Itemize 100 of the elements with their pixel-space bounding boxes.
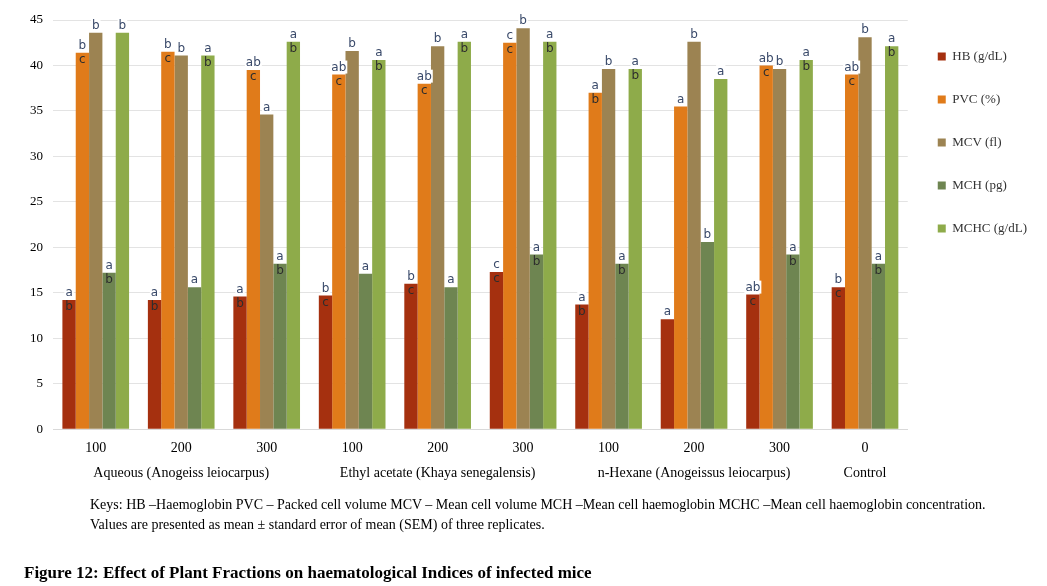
y-tick-label: 25 (30, 193, 43, 209)
data-label: b (433, 31, 442, 46)
data-label: a b (591, 77, 600, 106)
y-tick-label: 45 (30, 11, 43, 27)
data-label: a b (631, 54, 640, 83)
data-label: b c (407, 268, 415, 297)
x-tick-label: 100 (598, 440, 620, 456)
data-label: a b (618, 248, 626, 277)
bar (714, 79, 728, 429)
data-label: a (677, 91, 685, 106)
data-label: a b (276, 248, 284, 277)
text: n-Hexane (Anogeissus leiocarpus) (597, 464, 791, 481)
data-label: a (190, 272, 199, 287)
bar (575, 304, 589, 429)
data-label: a b (874, 248, 883, 277)
data-label: b (703, 227, 712, 241)
bar (444, 287, 458, 429)
legend-label: MCHC (g/dL) (952, 219, 1027, 235)
bar (318, 295, 333, 429)
text: Values are presented as mean ± standard error of mean (SEM) of three replicates. (90, 516, 546, 533)
y-tick-label: 30 (30, 147, 43, 163)
bar (786, 254, 800, 429)
data-label: a b (204, 40, 212, 69)
bar (674, 106, 688, 429)
data-label: b (775, 54, 784, 69)
x-tick-label: 200 (427, 440, 449, 456)
y-tick-label: 40 (30, 56, 43, 72)
data-label: a b (802, 45, 811, 74)
bar (174, 55, 188, 429)
text: Ethyl acetate (Khaya senegalensis) (339, 464, 536, 481)
x-tick-label: 200 (170, 440, 192, 456)
data-label: ab c (745, 279, 761, 308)
bar (687, 41, 701, 429)
data-label: a (447, 272, 455, 287)
legend-label: HB (g/dL) (952, 47, 1007, 63)
data-label: b c (78, 37, 87, 66)
bar (516, 28, 530, 429)
data-label: a (361, 258, 370, 273)
data-label: a b (65, 285, 73, 314)
data-label: a b (150, 285, 159, 314)
data-label: b (519, 13, 527, 28)
bar (161, 51, 175, 429)
data-label: a b (578, 289, 586, 318)
text: Aqueous (Anogeiss leiocarpus) (93, 464, 270, 481)
x-tick-label: 300 (256, 440, 278, 456)
bar (404, 283, 418, 429)
legend-label: PVC (%) (952, 90, 1001, 106)
x-tick-label: 0 (861, 440, 869, 456)
data-label: b c (834, 272, 843, 301)
bar (772, 69, 787, 429)
x-tick-label: 100 (341, 440, 363, 456)
bar (147, 300, 162, 429)
data-label: a b (289, 26, 298, 55)
data-label: b (118, 17, 127, 32)
bar (75, 52, 90, 429)
bar (529, 254, 544, 429)
bar (332, 74, 346, 429)
data-label: ab c (245, 55, 261, 84)
bar (233, 296, 247, 429)
data-label: c c (506, 27, 514, 56)
bar (430, 46, 445, 429)
data-label: a b (545, 26, 554, 55)
text: Keys: HB –Haemoglobin PVC – Packed cell volume MCV – Mean cell volume MCH –Mean cell haemoglobin MCHC –Mean cell haemoglobin concentration. (90, 496, 987, 513)
data-label: b (177, 40, 186, 55)
data-label: c c (493, 257, 500, 286)
data-label: a b (532, 239, 541, 268)
bar (89, 32, 103, 429)
text: Figure 12: Effect of Plant Fractions on haematological Indices of infected mice (24, 563, 592, 583)
bar (246, 70, 261, 429)
data-label: b (91, 17, 100, 32)
data-label: ab c (758, 50, 774, 79)
data-label: b c (164, 36, 172, 65)
x-tick-label: 100 (85, 440, 107, 456)
bar (115, 32, 130, 429)
data-label: b (861, 22, 869, 37)
bar (62, 300, 76, 429)
bar (260, 114, 274, 429)
data-label: a b (375, 45, 383, 74)
legend-label: MCV (fl) (952, 133, 1002, 149)
y-tick-label: 10 (30, 329, 43, 345)
y-tick-label: 35 (30, 102, 43, 118)
bar (759, 65, 773, 429)
bar (845, 74, 859, 429)
data-label: ab c (844, 59, 860, 88)
data-label: a (717, 64, 725, 79)
bar (660, 319, 675, 429)
data-label: b c (321, 280, 330, 309)
data-label: b (348, 36, 356, 51)
bar (601, 69, 616, 429)
bar (858, 37, 872, 429)
x-tick-label: 200 (683, 440, 705, 456)
bar (628, 69, 642, 429)
y-tick-label: 15 (30, 284, 43, 300)
y-tick-label: 5 (36, 375, 43, 391)
data-label: a b (236, 281, 244, 310)
bar (700, 241, 715, 429)
text: Control (843, 464, 887, 480)
data-label: b (690, 26, 698, 41)
data-label: a (663, 304, 672, 319)
data-label: a b (105, 257, 113, 286)
